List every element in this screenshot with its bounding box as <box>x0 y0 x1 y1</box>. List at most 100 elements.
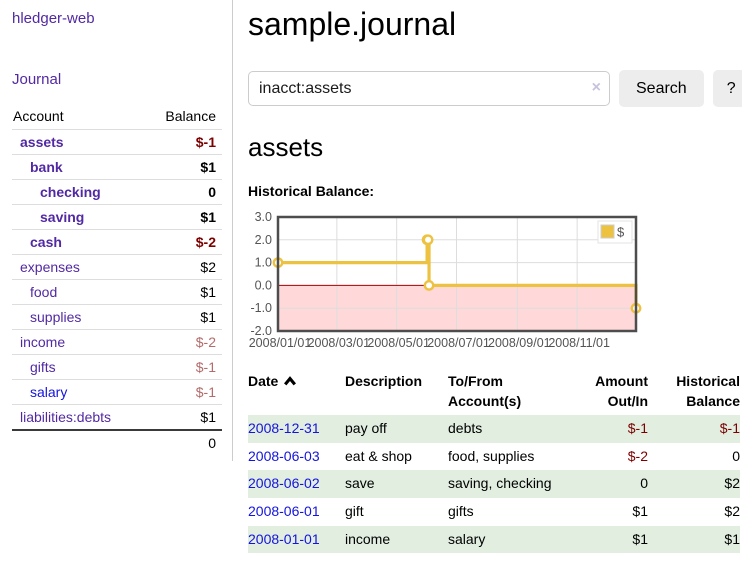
account-link-bank[interactable]: bank <box>30 159 63 175</box>
help-button[interactable]: ? <box>712 70 742 107</box>
accounts-cell: saving, checking <box>448 475 552 492</box>
account-row: supplies $1 <box>12 304 222 330</box>
description-cell: income <box>345 530 391 547</box>
account-balance: 0 <box>144 179 222 205</box>
balance-cell: $1 <box>724 530 740 547</box>
account-row: income $-2 <box>12 329 222 355</box>
date-cell: 2008-06-03 <box>248 443 345 471</box>
search-form: × Search ? <box>248 70 742 107</box>
register-table: Date Description To/From Account(s) Amount Ou… <box>248 370 740 554</box>
date-cell: 2008-06-02 <box>248 470 345 498</box>
description-cell: eat & shop <box>345 447 412 464</box>
account-link-income[interactable]: income <box>20 334 66 350</box>
transaction-row: 2008-06-03 eat & shop food, supplies $-2 0 <box>248 443 740 471</box>
brand-link[interactable]: hledger-web <box>12 10 95 27</box>
balance-cell: $2 <box>724 502 740 519</box>
register-header-row: Date Description To/From Account(s) Amount Ou… <box>248 370 740 415</box>
transaction-date-link[interactable]: 2008-06-02 <box>248 475 320 492</box>
account-link-saving[interactable]: saving <box>40 209 85 225</box>
account-row: expenses $2 <box>12 254 222 280</box>
clear-search-icon[interactable]: × <box>591 79 601 96</box>
register-header-description: Description <box>345 373 423 389</box>
description-cell: pay off <box>345 420 387 437</box>
account-balance: $1 <box>200 409 216 425</box>
sidebar-item-journal[interactable]: Journal <box>12 71 62 88</box>
x-axis-tick-label: 2008/03/01 <box>308 336 371 350</box>
account-balance: $-1 <box>144 354 222 380</box>
amount-cell: $-2 <box>627 447 648 464</box>
accounts-cell: food, supplies <box>448 447 535 464</box>
sidebar: hledger-web Journal Account Balance asse… <box>0 0 233 461</box>
sort-asc-chevron-icon <box>284 376 297 386</box>
account-link-assets[interactable]: assets <box>20 134 64 150</box>
chart-legend: $ <box>597 220 633 244</box>
transaction-row: 2008-06-02 save saving, checking 0 $2 <box>248 470 740 498</box>
register-header-historical: Historical Balance <box>676 373 740 409</box>
historical-balance-chart: 3.0 2.0 1.0 0.0 -1.0 -2.0 2008/01/01 2008/03/01… <box>248 210 742 353</box>
y-axis-tick-label: 1.0 <box>255 256 272 270</box>
chart-svg: 3.0 2.0 1.0 0.0 -1.0 -2.02008/01/012008/03/01… <box>249 210 642 350</box>
register-header-date[interactable]: Date <box>248 370 345 415</box>
account-name-cell: supplies <box>12 304 145 330</box>
transaction-date-link[interactable]: 2008-06-01 <box>248 502 320 519</box>
account-link-salary[interactable]: salary <box>30 384 68 400</box>
account-name-cell: cash <box>12 229 145 255</box>
accounts-cell: debts <box>448 420 483 437</box>
account-name-cell: checking <box>12 179 145 205</box>
accounts-header-account: Account <box>12 104 145 130</box>
search-input[interactable] <box>248 71 610 106</box>
account-name-cell: bank <box>12 154 145 180</box>
register-header-amount: Amount Out/In <box>595 373 648 409</box>
account-link-food[interactable]: food <box>30 284 58 300</box>
x-axis-tick-label: 2008/07/01 <box>427 336 490 350</box>
chart-data-point <box>423 280 435 291</box>
x-axis-tick-label: 2008/05/01 <box>367 336 430 350</box>
transaction-date-link[interactable]: 2008-01-01 <box>248 530 320 547</box>
account-row: food $1 <box>12 279 222 305</box>
account-balance: $1 <box>144 204 222 230</box>
transaction-row: 2008-01-01 income salary $1 $1 <box>248 525 740 554</box>
account-link-cash[interactable]: cash <box>30 234 62 250</box>
account-link-checking[interactable]: checking <box>40 184 101 200</box>
account-balance: $1 <box>144 154 222 180</box>
account-row: cash $-2 <box>12 229 222 255</box>
accounts-cell: salary <box>448 530 486 547</box>
amount-cell: $1 <box>632 530 648 547</box>
account-link-gifts[interactable]: gifts <box>30 359 56 375</box>
y-axis-tick-label: -2.0 <box>250 324 272 338</box>
search-button[interactable]: Search <box>619 70 704 107</box>
account-link-supplies[interactable]: supplies <box>30 309 82 325</box>
account-balance: $1 <box>144 304 222 330</box>
accounts-total-row: 0 <box>12 429 222 455</box>
account-row: assets $-1 <box>12 129 222 155</box>
account-row: bank $1 <box>12 154 222 180</box>
transaction-date-link[interactable]: 2008-06-03 <box>248 447 320 464</box>
x-axis-tick-label: 2008/11/01 <box>548 336 610 350</box>
hledger-web-app: hledger-web Journal Account Balance asse… <box>0 0 742 554</box>
account-name-cell: assets <box>12 129 145 155</box>
y-axis-tick-label: 3.0 <box>255 210 272 224</box>
legend-label: $ <box>617 225 625 240</box>
account-link-expenses[interactable]: expenses <box>20 259 80 275</box>
transaction-date-link[interactable]: 2008-12-31 <box>248 420 320 437</box>
main-content: sample.journal × Search ? assets Histori… <box>233 0 742 554</box>
register-header-to-from: To/From Account(s) <box>448 373 522 409</box>
description-cell: gift <box>345 502 364 519</box>
description-cell: save <box>345 475 375 492</box>
transaction-row: 2008-06-01 gift gifts $1 $2 <box>248 498 740 526</box>
account-name-cell: gifts <box>12 354 145 380</box>
balance-cell: $-1 <box>719 420 740 437</box>
accounts-total-value: 0 <box>144 429 222 455</box>
account-row: liabilities:debts $1 <box>12 405 222 431</box>
amount-cell: 0 <box>640 475 648 492</box>
accounts-cell: gifts <box>448 502 474 519</box>
chart-data-point <box>422 234 434 246</box>
x-axis-tick-label: 2008/09/01 <box>488 336 551 350</box>
account-balance: $2 <box>144 254 222 280</box>
account-link-liabilities-debts[interactable]: liabilities:debts <box>20 409 112 425</box>
accounts-table-header-row: Account Balance <box>12 104 222 130</box>
account-name-cell: income <box>12 329 145 355</box>
account-row: salary $-1 <box>12 379 222 405</box>
balance-cell: 0 <box>732 447 740 464</box>
page-title: sample.journal <box>248 6 457 42</box>
